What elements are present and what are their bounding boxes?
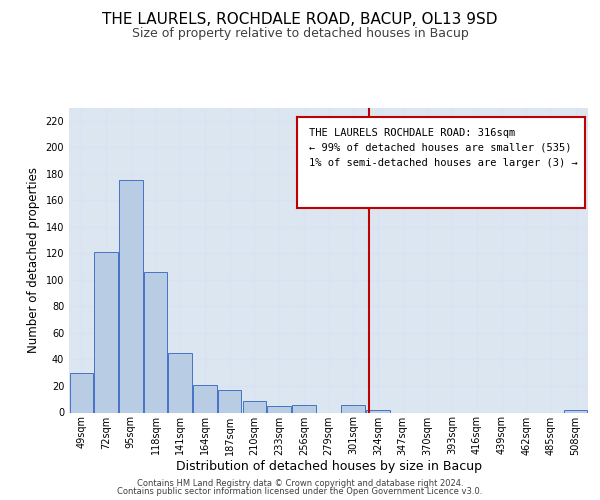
Bar [366,410,389,412]
Text: Contains public sector information licensed under the Open Government Licence v3: Contains public sector information licen… [118,487,482,496]
Bar [70,372,93,412]
Text: Size of property relative to detached houses in Bacup: Size of property relative to detached ho… [131,28,469,40]
Bar [94,252,118,412]
Bar [268,406,291,412]
Bar [341,404,365,412]
Bar [218,390,241,412]
Bar [119,180,143,412]
Bar [564,410,587,412]
Text: THE LAURELS, ROCHDALE ROAD, BACUP, OL13 9SD: THE LAURELS, ROCHDALE ROAD, BACUP, OL13 … [102,12,498,28]
Text: Contains HM Land Registry data © Crown copyright and database right 2024.: Contains HM Land Registry data © Crown c… [137,478,463,488]
Bar [169,353,192,412]
Bar [193,384,217,412]
Y-axis label: Number of detached properties: Number of detached properties [27,167,40,353]
Bar [242,400,266,412]
X-axis label: Distribution of detached houses by size in Bacup: Distribution of detached houses by size … [176,460,482,473]
Bar [292,404,316,412]
Text: THE LAURELS ROCHDALE ROAD: 316sqm
← 99% of detached houses are smaller (535)
1% : THE LAURELS ROCHDALE ROAD: 316sqm ← 99% … [309,128,578,168]
Bar [144,272,167,412]
